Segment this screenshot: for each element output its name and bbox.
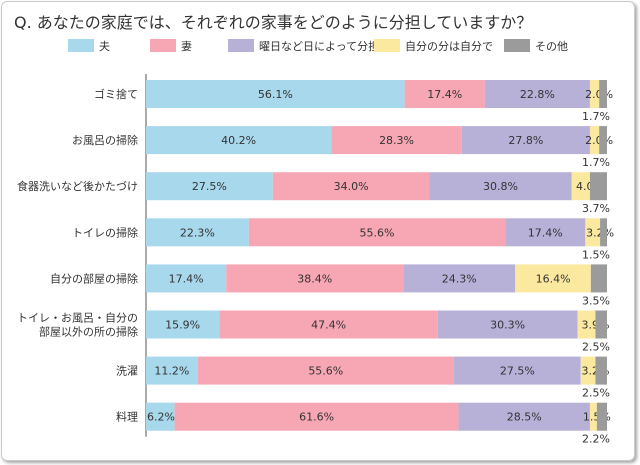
value-label-7-4: 2.2% — [582, 433, 610, 446]
value-label-6-4: 2.5% — [582, 387, 610, 400]
bar-segment-4-0 — [146, 264, 227, 293]
category-label-4: 自分の部屋の掃除 — [50, 271, 138, 285]
value-label-2-2: 30.8% — [483, 180, 518, 193]
value-label-7-2: 28.5% — [507, 411, 542, 424]
bar-segment-7-0 — [146, 402, 175, 431]
legend-swatch-0 — [68, 39, 94, 52]
value-label-0-2: 22.8% — [520, 88, 555, 101]
bar-segment-1-2 — [461, 126, 590, 155]
value-label-6-2: 27.5% — [500, 365, 535, 378]
value-label-4-3: 16.4% — [536, 272, 571, 285]
bar-segment-4-4 — [590, 264, 607, 293]
value-label-1-2: 27.8% — [508, 134, 543, 147]
value-label-0-4: 1.7% — [582, 110, 610, 123]
bar-segment-0-1 — [404, 80, 485, 108]
bar-segment-6-4 — [595, 356, 607, 385]
bar-segment-2-3 — [571, 172, 590, 201]
bar-segment-6-0 — [146, 356, 198, 385]
value-label-4-2: 24.3% — [442, 272, 477, 285]
value-label-5-0: 15.9% — [165, 319, 200, 332]
bar-segment-5-1 — [219, 310, 438, 339]
bar-segment-4-3 — [515, 264, 591, 293]
legend-swatch-2 — [228, 39, 254, 52]
legend-label-2: 曜日など日によって分担 — [259, 39, 379, 53]
value-label-7-1: 61.6% — [299, 411, 334, 424]
bar-segment-2-0 — [146, 172, 273, 201]
bar-segment-7-4 — [596, 402, 607, 431]
plot-area: ゴミ捨て56.1%17.4%22.8%2.0%1.7%お風呂の掃除40.2%28… — [17, 74, 614, 446]
bar-segment-7-2 — [458, 402, 590, 431]
value-label-2-4: 3.7% — [582, 202, 610, 215]
bar-segment-2-4 — [589, 172, 607, 201]
bar-segment-4-2 — [403, 264, 516, 293]
bar-segment-0-0 — [146, 80, 405, 108]
value-label-4-1: 38.4% — [297, 272, 332, 285]
category-label-5: トイレ・お風呂・自分の部屋以外の所の掃除 — [17, 312, 138, 339]
bar-segment-3-4 — [600, 218, 607, 247]
value-label-4-0: 17.4% — [169, 272, 204, 285]
category-label-3: トイレの掃除 — [72, 225, 138, 239]
bar-segment-1-0 — [146, 126, 332, 155]
category-label-6: 洗濯 — [116, 365, 138, 378]
bar-segment-0-4 — [599, 80, 607, 108]
bar-segment-6-1 — [197, 356, 454, 385]
legend-label-1: 妻 — [181, 40, 192, 53]
bar-segment-0-3 — [589, 80, 600, 108]
bar-segment-5-3 — [577, 310, 596, 339]
value-label-5-1: 47.4% — [311, 319, 346, 332]
value-label-5-4: 2.5% — [582, 341, 610, 354]
value-label-3-2: 17.4% — [528, 226, 563, 239]
bar-segment-2-1 — [272, 172, 430, 201]
value-label-1-4: 1.7% — [582, 156, 610, 169]
value-label-6-1: 55.6% — [308, 365, 343, 378]
bar-segment-4-1 — [226, 264, 404, 293]
legend: 夫 妻 曜日など日によって分担 自分の分は自分で その他 — [68, 39, 568, 53]
bar-segment-5-2 — [437, 310, 578, 339]
bar-segment-5-4 — [595, 310, 607, 339]
bar-segment-0-2 — [484, 80, 590, 108]
bar-segment-5-0 — [146, 310, 220, 339]
category-label-2: 食器洗いなど後かたづけ — [17, 179, 138, 193]
value-label-6-0: 11.2% — [154, 365, 189, 378]
value-label-4-4: 3.5% — [582, 294, 610, 307]
legend-swatch-3 — [374, 39, 400, 52]
bar-segment-3-3 — [585, 218, 601, 247]
value-label-5-2: 30.3% — [490, 319, 525, 332]
bar-segment-2-2 — [429, 172, 572, 201]
bar-segment-1-4 — [599, 126, 607, 155]
value-label-1-1: 28.3% — [379, 134, 414, 147]
bar-segment-1-3 — [589, 126, 600, 155]
bar-segment-3-2 — [505, 218, 586, 247]
value-label-3-4: 1.5% — [582, 248, 610, 261]
legend-label-4: その他 — [535, 40, 568, 53]
value-label-3-1: 55.6% — [359, 226, 394, 239]
bar-segment-6-3 — [580, 356, 596, 385]
value-label-1-0: 40.2% — [221, 134, 256, 147]
value-label-2-0: 27.5% — [192, 180, 227, 193]
category-label-1: お風呂の掃除 — [72, 133, 138, 147]
bar-segment-3-1 — [248, 218, 506, 247]
category-label-0: ゴミ捨て — [94, 87, 138, 101]
value-label-2-1: 34.0% — [334, 180, 369, 193]
value-label-3-0: 22.3% — [180, 226, 215, 239]
bar-segment-7-3 — [589, 402, 597, 431]
legend-label-0: 夫 — [99, 40, 110, 53]
chart-title: Q. あなたの家庭では、それぞれの家事をどのように分担していますか？ — [14, 13, 532, 32]
legend-label-3: 自分の分は自分で — [405, 40, 493, 53]
bar-segment-6-2 — [453, 356, 581, 385]
legend-swatch-1 — [150, 39, 176, 52]
value-label-7-0: 6.2% — [147, 411, 175, 424]
legend-swatch-4 — [504, 39, 530, 52]
category-label-7: 料理 — [116, 410, 138, 424]
bar-segment-3-0 — [146, 218, 249, 247]
value-label-0-1: 17.4% — [427, 88, 462, 101]
bar-segment-7-1 — [174, 402, 459, 431]
value-label-0-0: 56.1% — [258, 88, 293, 101]
bar-segment-1-1 — [331, 126, 462, 155]
